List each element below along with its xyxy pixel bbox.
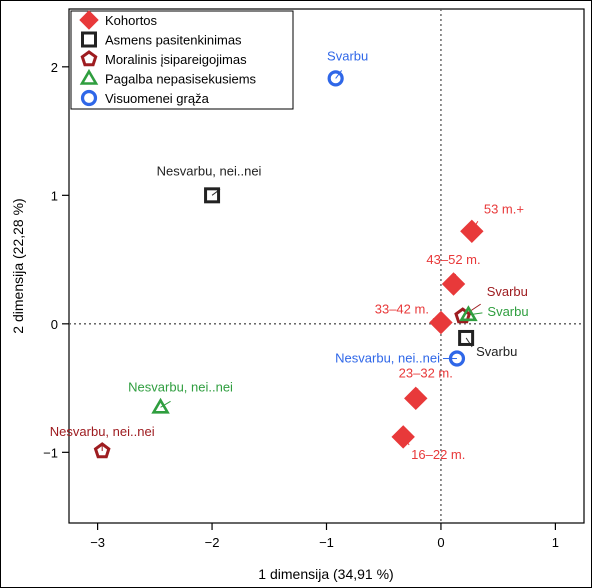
- data-point-label: Svarbu: [487, 284, 528, 299]
- y-tick-label: 1: [51, 188, 58, 203]
- data-point: [204, 187, 221, 204]
- x-tick-label: −3: [90, 535, 105, 550]
- data-point: [391, 425, 415, 449]
- legend-box: [70, 10, 294, 110]
- legend-item: Asmens pasitenkinimas: [81, 31, 242, 48]
- legend-marker: [80, 89, 98, 107]
- data-point: [448, 350, 466, 367]
- legend-label: Kohortos: [105, 13, 158, 28]
- legend-marker: [79, 68, 99, 85]
- legend-item: Visuomenei grąža: [80, 89, 210, 107]
- data-point-label: Svarbu: [327, 48, 368, 63]
- x-tick-label: −1: [319, 535, 334, 550]
- data-point-label: Nesvarbu, nei..nei: [157, 163, 262, 178]
- data-point-label: 43–52 m.: [426, 252, 480, 267]
- data-point: [429, 310, 453, 335]
- data-point-label: 16–22 m.: [411, 447, 465, 462]
- axis-ticks: −3 −2 −1 0 1 −1 0 1 2: [43, 60, 559, 550]
- data-point-label: Svarbu: [487, 304, 528, 319]
- data-point-label: 33–42 m.: [375, 302, 429, 317]
- data-point: [441, 272, 466, 296]
- data-point-label: Nesvarbu, nei..nei: [50, 424, 155, 439]
- leader-line: [468, 312, 483, 316]
- data-point: [458, 329, 475, 346]
- data-point-label: 23–32 m.: [399, 365, 453, 380]
- data-point: [93, 442, 111, 459]
- x-tick-label: 0: [437, 535, 444, 550]
- x-tick-label: −2: [205, 535, 220, 550]
- data-points: [93, 70, 484, 459]
- reference-lines: [69, 9, 584, 523]
- y-axis-label: 2 dimensija (22,28 %): [10, 198, 26, 333]
- data-point: [454, 307, 472, 324]
- legend-item: Kohortos: [79, 10, 158, 30]
- legend-marker: [80, 50, 98, 67]
- y-tick-label: 0: [51, 317, 58, 332]
- legend-item: Moralinis įsipareigojimas: [80, 50, 247, 67]
- data-point: [459, 305, 478, 322]
- data-point-label: Nesvarbu, nei..nei: [335, 351, 440, 366]
- point-labels: 53 m.+ 43–52 m. 33–42 m. 23–32 m. 16–22 m. Ne…: [50, 48, 529, 462]
- legend-label: Moralinis įsipareigojimas: [105, 52, 247, 67]
- data-point: [327, 70, 344, 87]
- legend-label: Visuomenei grąža: [105, 91, 210, 106]
- legend-marker: [79, 10, 99, 30]
- data-point: [151, 397, 170, 414]
- legend-label: Pagalba nepasisekusiems: [105, 72, 257, 87]
- legend: Kohortos Asmens pasitenkinimas Moralinis į…: [70, 10, 294, 110]
- legend-item: Pagalba nepasisekusiems: [79, 68, 257, 87]
- data-point: [460, 219, 484, 244]
- x-tick-label: 1: [552, 535, 559, 550]
- legend-label: Asmens pasitenkinimas: [105, 33, 242, 48]
- data-point: [404, 386, 428, 411]
- legend-marker: [81, 31, 97, 48]
- x-axis-label: 1 dimensija (34,91 %): [258, 566, 393, 582]
- y-tick-label: 2: [51, 60, 58, 75]
- data-point-label: Nesvarbu, nei..nei: [128, 379, 233, 394]
- data-point-label: 53 m.+: [484, 201, 524, 216]
- data-point-label: Svarbu: [476, 344, 517, 359]
- y-tick-label: −1: [43, 445, 58, 460]
- leader-line: [160, 400, 171, 408]
